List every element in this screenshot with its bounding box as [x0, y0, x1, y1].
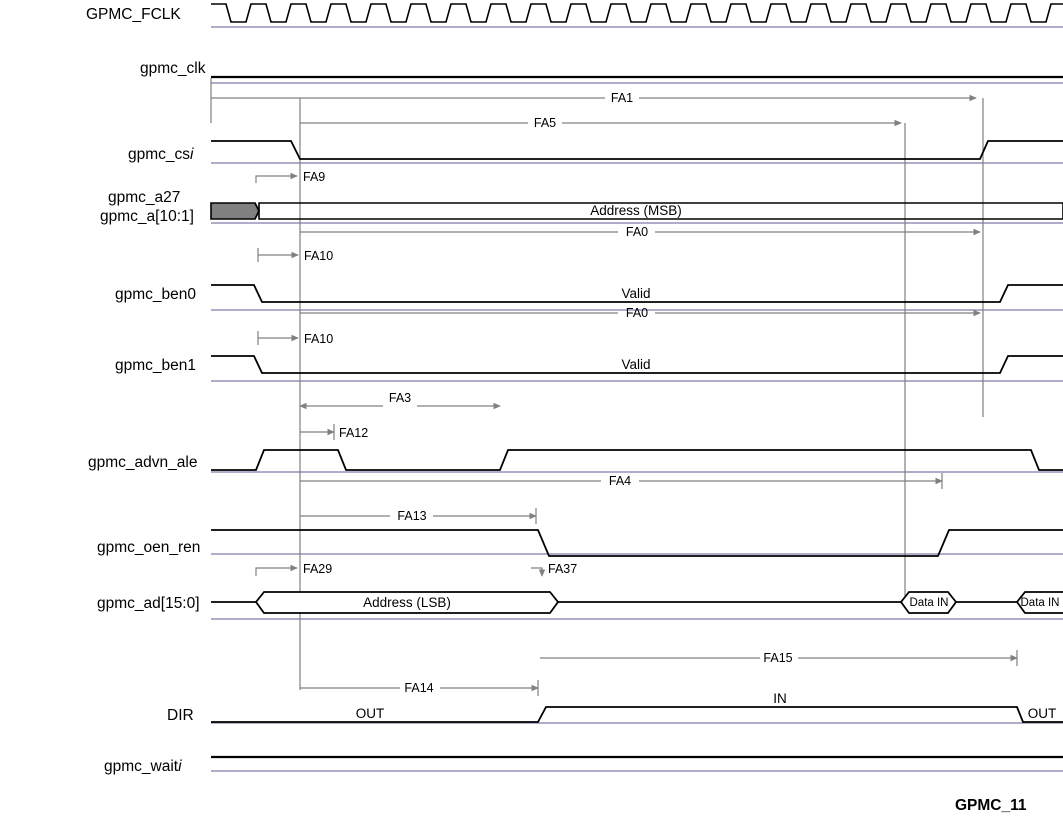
svg-text:DIR: DIR — [167, 707, 194, 724]
svg-text:gpmc_waiti: gpmc_waiti — [104, 758, 182, 775]
svg-text:FA13: FA13 — [397, 509, 426, 523]
svg-text:gpmc_advn_ale: gpmc_advn_ale — [88, 454, 197, 471]
svg-text:gpmc_a27: gpmc_a27 — [108, 189, 180, 206]
svg-text:IN: IN — [773, 691, 787, 706]
svg-text:OUT: OUT — [356, 706, 385, 721]
svg-text:FA9: FA9 — [303, 170, 325, 184]
svg-text:FA12: FA12 — [339, 426, 368, 440]
svg-text:FA29: FA29 — [303, 562, 332, 576]
svg-text:gpmc_ben0: gpmc_ben0 — [115, 286, 196, 303]
svg-text:Data IN: Data IN — [910, 597, 949, 609]
svg-text:gpmc_ben1: gpmc_ben1 — [115, 357, 196, 374]
svg-text:Valid: Valid — [621, 357, 650, 372]
svg-text:gpmc_oen_ren: gpmc_oen_ren — [97, 539, 200, 556]
svg-text:FA1: FA1 — [611, 91, 633, 105]
svg-text:FA0: FA0 — [626, 306, 648, 320]
svg-text:FA14: FA14 — [404, 681, 433, 695]
svg-text:Address (LSB): Address (LSB) — [363, 595, 451, 610]
svg-text:FA5: FA5 — [534, 116, 556, 130]
svg-text:FA37: FA37 — [548, 562, 577, 576]
svg-text:OUT: OUT — [1028, 706, 1057, 721]
svg-text:gpmc_clk: gpmc_clk — [140, 60, 206, 77]
svg-text:FA15: FA15 — [763, 651, 792, 665]
svg-text:FA3: FA3 — [389, 391, 411, 405]
svg-text:FA0: FA0 — [626, 225, 648, 239]
svg-text:gpmc_a[10:1]: gpmc_a[10:1] — [100, 208, 194, 225]
svg-text:Valid: Valid — [621, 286, 650, 301]
svg-text:Address (MSB): Address (MSB) — [590, 203, 682, 218]
svg-text:FA10: FA10 — [304, 249, 333, 263]
svg-text:gpmc_csi: gpmc_csi — [128, 146, 194, 163]
svg-text:FA4: FA4 — [609, 474, 631, 488]
svg-text:Data IN: Data IN — [1021, 597, 1060, 609]
svg-text:FA10: FA10 — [304, 332, 333, 346]
svg-text:GPMC_11: GPMC_11 — [955, 797, 1027, 814]
svg-text:GPMC_FCLK: GPMC_FCLK — [86, 6, 181, 23]
svg-text:gpmc_ad[15:0]: gpmc_ad[15:0] — [97, 595, 200, 612]
